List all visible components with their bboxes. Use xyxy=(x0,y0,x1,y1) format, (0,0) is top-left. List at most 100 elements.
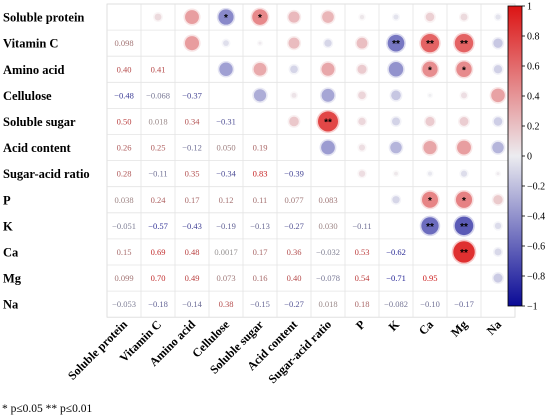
correlation-value: 0.38 xyxy=(219,299,234,309)
correlation-value: 0.24 xyxy=(151,195,167,205)
correlation-circle xyxy=(321,140,335,155)
row-label: Sugar-acid ratio xyxy=(3,167,90,181)
correlation-value: 0.0017 xyxy=(214,247,237,257)
correlation-value: 0.038 xyxy=(114,195,133,205)
colorbar-tick-label: −0.4 xyxy=(527,212,545,223)
correlation-circle xyxy=(455,191,473,208)
correlation-circle xyxy=(252,9,268,25)
correlation-value: 0.083 xyxy=(318,195,337,205)
correlation-value: 0.018 xyxy=(318,299,337,309)
colorbar-tick-label: 0.8 xyxy=(527,32,540,43)
correlation-value: −0.31 xyxy=(216,116,236,126)
significance-marker: ** xyxy=(426,222,434,233)
correlation-value: −0.27 xyxy=(284,221,304,231)
correlation-value: 0.48 xyxy=(185,247,200,257)
correlation-value: 0.099 xyxy=(114,273,133,283)
correlation-value: 0.35 xyxy=(185,169,200,179)
correlation-value: −0.62 xyxy=(386,247,406,257)
correlation-circle xyxy=(394,171,398,176)
correlation-value: 0.50 xyxy=(117,116,132,126)
correlation-circle xyxy=(357,64,367,74)
significance-marker: * xyxy=(462,196,466,207)
correlation-circle xyxy=(494,248,502,256)
correlation-value: 0.030 xyxy=(318,221,337,231)
row-label: K xyxy=(3,219,13,233)
correlation-value: −0.71 xyxy=(386,273,406,283)
row-label: Ca xyxy=(3,245,19,259)
correlation-value: −0.053 xyxy=(112,299,136,309)
correlation-value: −0.43 xyxy=(182,221,202,231)
correlation-circle xyxy=(493,38,503,48)
column-label: Ca xyxy=(416,317,436,337)
correlation-circle xyxy=(321,88,335,102)
correlation-value: −0.13 xyxy=(250,221,270,231)
correlation-circle xyxy=(291,92,297,98)
correlation-circle xyxy=(428,171,432,176)
correlation-circle xyxy=(288,37,300,49)
colorbar-tick-label: −0.2 xyxy=(527,182,545,193)
significance-marker: ** xyxy=(460,222,468,233)
correlation-circle xyxy=(454,33,474,53)
correlation-circle xyxy=(219,62,233,76)
correlation-circle xyxy=(496,172,500,176)
correlation-circle xyxy=(387,34,405,52)
correlation-value: −0.34 xyxy=(216,169,236,179)
correlation-circle xyxy=(494,222,502,229)
correlation-value: −0.11 xyxy=(352,221,371,231)
correlation-value: 0.018 xyxy=(148,116,167,126)
correlation-circle xyxy=(421,191,439,208)
correlation-circle xyxy=(358,117,366,126)
row-label: Amino acid xyxy=(3,63,65,77)
correlation-circle xyxy=(290,65,298,74)
correlation-circle xyxy=(454,216,474,236)
correlation-value: 0.050 xyxy=(216,143,235,153)
correlation-circle xyxy=(322,11,334,23)
significance-marker: * xyxy=(462,65,466,76)
row-label: Cellulose xyxy=(3,89,52,103)
correlation-value: 0.69 xyxy=(151,247,166,257)
correlation-circle xyxy=(390,141,402,154)
colorbar-tick-label: 0.6 xyxy=(527,62,540,73)
correlation-value: 0.12 xyxy=(219,195,234,205)
correlation-circle xyxy=(425,116,435,126)
correlation-circle xyxy=(493,273,503,283)
correlation-value: −0.14 xyxy=(182,299,202,309)
correlation-value: −0.068 xyxy=(146,90,170,100)
correlation-circle xyxy=(392,196,400,204)
correlation-circle xyxy=(393,14,399,20)
correlation-circle xyxy=(388,62,404,77)
correlation-value: 0.26 xyxy=(117,143,132,153)
column-label: Sugar-acid ratio xyxy=(265,317,334,386)
colorbar-tick-label: −1 xyxy=(527,302,538,313)
colorbar-tick-label: 0.4 xyxy=(527,92,540,103)
correlation-value: 0.25 xyxy=(151,143,166,153)
correlation-value: 0.36 xyxy=(287,247,302,257)
correlation-circle xyxy=(358,170,366,177)
correlation-value: 0.073 xyxy=(216,273,235,283)
column-label: Mg xyxy=(448,317,470,339)
row-label: Acid content xyxy=(3,141,72,155)
column-label: Na xyxy=(484,317,504,337)
significance-marker: * xyxy=(258,13,262,24)
correlation-value: 0.16 xyxy=(253,273,268,283)
significance-marker: ** xyxy=(460,248,468,259)
significance-footnote: * p≤0.05 ** p≤0.01 xyxy=(2,403,93,415)
row-label: Soluble protein xyxy=(3,11,84,25)
significance-marker: * xyxy=(224,13,228,24)
correlation-circle xyxy=(317,111,339,132)
correlation-circle xyxy=(324,39,332,47)
column-label: K xyxy=(386,317,403,334)
significance-marker: * xyxy=(428,196,432,207)
correlation-value: 0.098 xyxy=(114,38,133,48)
correlation-value: 0.34 xyxy=(185,116,201,126)
correlation-value: 0.49 xyxy=(185,273,200,283)
correlation-value: 0.70 xyxy=(151,273,166,283)
correlation-circle xyxy=(493,195,503,205)
colorbar-tick-label: 0.2 xyxy=(527,122,540,133)
correlation-circle xyxy=(253,62,267,76)
correlation-value: 0.18 xyxy=(355,299,370,309)
colorbar-tick-label: −0.8 xyxy=(527,272,545,283)
correlation-circle xyxy=(258,41,262,45)
correlation-value: 0.95 xyxy=(423,273,438,283)
correlation-value: 0.077 xyxy=(284,195,303,205)
